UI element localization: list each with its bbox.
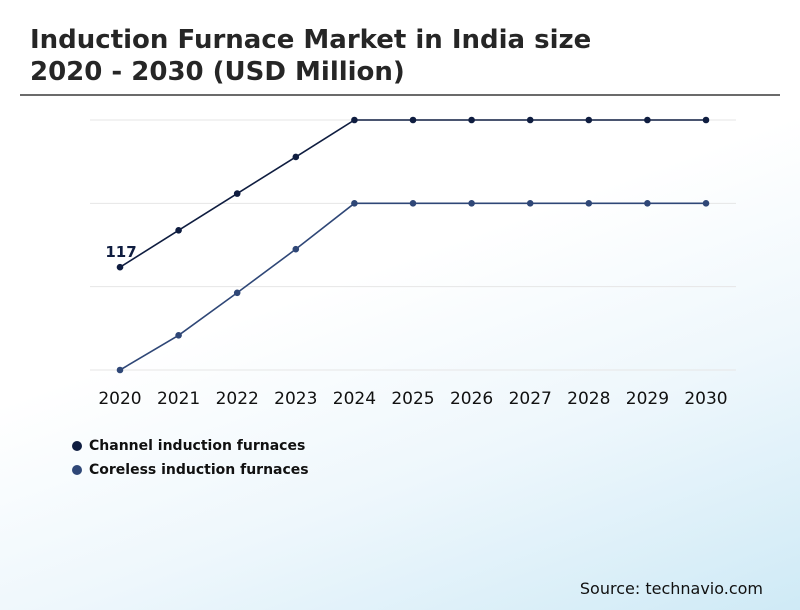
legend-item-coreless: Coreless induction furnaces (72, 458, 309, 482)
data-point-coreless (292, 245, 300, 253)
data-point-channel (526, 116, 534, 124)
x-tick-label: 2029 (626, 389, 669, 409)
title-divider (20, 94, 780, 96)
legend-marker-coreless (72, 465, 82, 475)
chart-legend: Channel induction furnaces Coreless indu… (72, 434, 309, 482)
chart-title-line-2: 2020 - 2030 (USD Million) (30, 57, 405, 87)
legend-label-channel: Channel induction furnaces (89, 438, 306, 454)
series-line-channel (119, 119, 706, 268)
x-tick-label: 2023 (274, 389, 317, 409)
data-point-coreless (644, 200, 651, 207)
data-point-channel (409, 116, 417, 124)
data-point-coreless (116, 366, 124, 374)
data-point-channel (644, 116, 651, 124)
data-point-channel (351, 116, 358, 124)
data-point-coreless (351, 200, 358, 207)
x-tick-label: 2030 (684, 389, 727, 409)
chart-title-line-1: Induction Furnace Market in India size (30, 25, 592, 55)
line-chart: 2020 2021 2022 2023 2024 2025 2026 2027 2028 2029… (90, 116, 736, 409)
data-point-coreless (526, 200, 534, 207)
data-label: 117 (105, 243, 136, 261)
x-tick-label: 2020 (98, 389, 141, 409)
legend-item-channel: Channel induction furnaces (72, 434, 309, 458)
data-point-coreless (409, 200, 417, 207)
data-point-channel (468, 116, 475, 124)
x-tick-label: 2028 (567, 389, 610, 409)
data-point-channel (116, 263, 124, 271)
data-point-coreless (233, 289, 241, 297)
data-point-channel (585, 116, 593, 124)
x-tick-label: 2027 (509, 389, 552, 409)
data-point-coreless (175, 331, 182, 339)
data-point-channel (233, 190, 241, 197)
legend-label-coreless: Coreless induction furnaces (89, 462, 309, 478)
legend-marker-channel (72, 441, 82, 451)
data-point-coreless (702, 200, 710, 207)
x-tick-label: 2024 (333, 389, 376, 409)
data-point-channel (175, 226, 182, 234)
data-point-coreless (585, 200, 593, 207)
x-tick-label: 2026 (450, 389, 493, 409)
data-point-coreless (468, 200, 475, 207)
x-tick-label: 2021 (157, 389, 200, 409)
x-tick-label: 2022 (216, 389, 259, 409)
x-tick-label: 2025 (391, 389, 434, 409)
data-point-channel (702, 116, 710, 124)
data-point-channel (292, 153, 300, 161)
source-note: Source: technavio.com (579, 579, 763, 598)
chart-title: Induction Furnace Market in India size 2… (30, 24, 591, 88)
